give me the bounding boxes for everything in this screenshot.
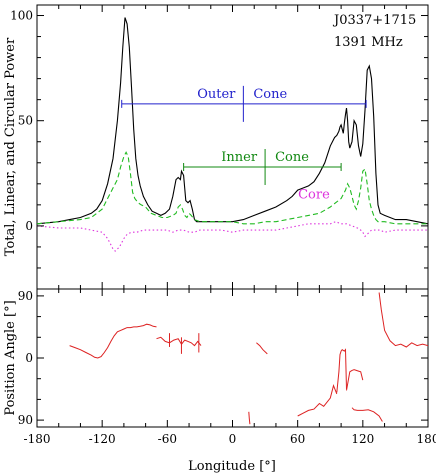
power-series: Outer Cone Inner Cone Core: [37, 17, 428, 252]
pulsar-name: J0337+1715: [332, 13, 416, 28]
observing-frequency: 1391 MHz: [334, 35, 403, 50]
longitude-xtick-label: 60: [290, 432, 305, 446]
power-ytick-label: 50: [18, 114, 33, 128]
total-power-line: [37, 17, 428, 225]
power-axis-ticks: 0 50 100: [10, 5, 429, 290]
linear-power-line: [37, 151, 428, 225]
position-angle-ytick-label: 90: [18, 413, 33, 427]
circular-power-line: [37, 221, 428, 252]
position-angle-segment: [336, 348, 347, 393]
position-angle-segment: [378, 292, 428, 348]
position-angle-series: [69, 292, 428, 425]
longitude-xtick-label: -180: [24, 432, 51, 446]
position-angle-segment: [346, 369, 364, 391]
longitude-xtick-label: 180: [417, 432, 436, 446]
longitude-xtick-label: -120: [89, 432, 116, 446]
outer-cone-label-right: Cone: [253, 87, 287, 102]
position-angle-panel: 90 0 90 -180 -120 -60 0 60 120 180 Position Angle…: [3, 288, 436, 474]
position-angle-segment: [69, 323, 157, 359]
position-angle-segment: [156, 336, 202, 347]
position-angle-axis-ticks: 90 0 90 -180 -120 -60 0 60 120 180: [18, 289, 436, 446]
inner-cone-label-left: Inner: [221, 150, 258, 165]
position-angle-segment: [297, 383, 338, 417]
position-angle-segment: [248, 411, 251, 425]
power-panel: Outer Cone Inner Cone Core 0 50 100 J0337+1715…: [3, 4, 429, 290]
core-annotation: Core: [298, 188, 330, 203]
power-ytick-label: 0: [25, 219, 33, 233]
longitude-xtick-label: 0: [229, 432, 237, 446]
longitude-xtick-label: -60: [158, 432, 177, 446]
position-angle-ytick-label: 0: [25, 351, 33, 365]
power-y-label: Total, Linear, and Circular Power: [3, 37, 18, 256]
position-angle-segment: [256, 342, 268, 355]
longitude-xtick-label: 120: [351, 432, 374, 446]
power-ytick-label: 100: [10, 9, 33, 23]
position-angle-ytick-label: 90: [18, 289, 33, 303]
position-angle-segment: [351, 407, 383, 422]
position-angle-y-label: Position Angle [°]: [3, 300, 18, 415]
inner-cone-label-right: Cone: [275, 150, 309, 165]
outer-cone-label-left: Outer: [197, 87, 236, 102]
longitude-x-label: Longitude [°]: [188, 459, 276, 474]
